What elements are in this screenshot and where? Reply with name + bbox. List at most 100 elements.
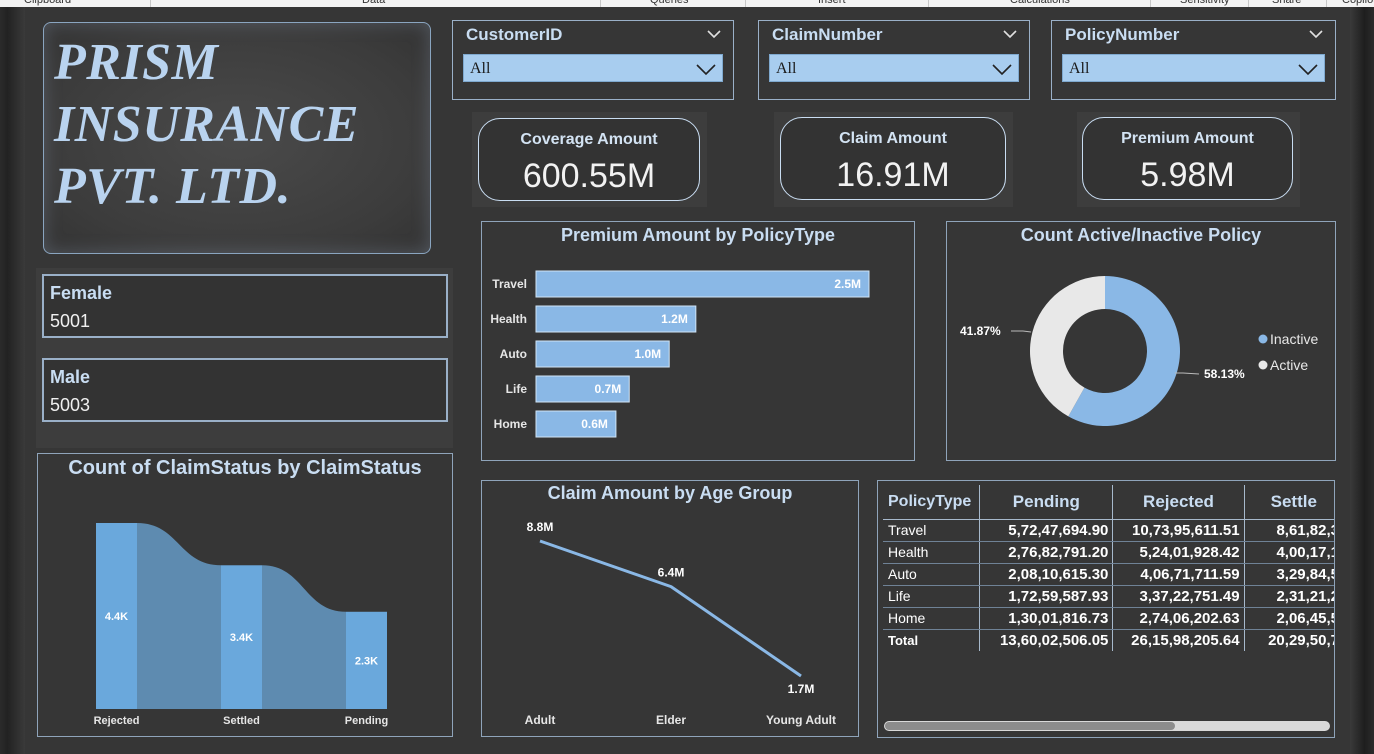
category-label: Auto [500,347,527,361]
table-cell: 20,29,50,7 [1268,631,1335,649]
slicer-claim-number[interactable]: ClaimNumber All [758,20,1030,100]
table-cell: 2,06,45,5 [1244,607,1334,630]
category-label: Adult [525,713,556,727]
claim-status-svg: 4.4K Rejected 3.4K Settled 2.3K Pending [94,523,388,727]
logo-line-1: PRISM [54,34,219,91]
chevron-down-icon [696,64,716,76]
ribbon-group-calculations[interactable]: Calculations [1010,0,1070,6]
ribbon-bar [346,611,387,709]
slicer-policy-number[interactable]: PolicyNumber All [1051,20,1336,100]
canvas-right-edge [1350,7,1374,754]
chevron-down-icon[interactable] [1003,27,1017,41]
customer-id-dropdown[interactable]: All [463,54,723,82]
kpi-card-claim: Claim Amount 16.91M [774,112,1013,207]
ribbon-group-sensitivity[interactable]: Sensitivity [1180,0,1230,6]
category-label: Home [494,417,528,431]
data-label: 1.2M [661,312,688,326]
kpi-coverage-amount: Coverage Amount 600.55M [478,118,700,201]
donut-svg: 58.13% 41.87% Inactive Active [960,276,1318,426]
table-cell: 26,15,98,205.64 [1112,629,1245,651]
slicer-customer-id[interactable]: CustomerID All [452,20,734,100]
table-cell: 10,73,95,611.51 [1112,519,1245,542]
chevron-down-icon[interactable] [707,27,721,41]
gender-card-male: Male 5003 [42,358,448,422]
data-label: 8.8M [527,520,554,534]
table-cell: 1,30,01,816.73 [979,607,1114,630]
table-cell: 2,08,10,615.30 [979,563,1114,586]
company-logo: PRISM INSURANCE PVT. LTD. [43,22,431,254]
data-label: 0.6M [581,417,608,431]
column-header-policytype[interactable]: PolicyType [883,485,981,520]
scrollbar-thumb[interactable] [885,722,1175,730]
ribbon-group-share[interactable]: Share [1272,0,1302,6]
table-cell: 2,74,06,202.63 [1112,607,1245,630]
ribbon-bar [96,523,137,709]
category-label: Young Adult [766,713,836,727]
data-label: 2.5M [834,277,861,291]
dropdown-value: All [1069,60,1090,77]
gender-count: 5001 [50,311,91,331]
table-total-row: Total 13,60,02,506.05 26,15,98,205.64 20,29… [883,629,1335,651]
ribbon-group-queries[interactable]: Queries [650,0,689,6]
chart-claim-by-age-group: Claim Amount by Age Group 8.8M Adult 6.4M E… [481,480,859,737]
table-cell: 4,06,71,711.59 [1112,563,1245,586]
bar [535,305,697,333]
bar [535,410,617,438]
ribbon-group-data[interactable]: Data [362,0,386,6]
data-label: 1.7M [788,682,815,696]
ribbon-group-copilot[interactable]: Copilot [1342,0,1374,6]
chart-title: Count of ClaimStatus by ClaimStatus [68,457,422,479]
data-label: 0.7M [595,382,622,396]
category-label: Settled [223,715,260,727]
table-row: Home 1,30,01,816.73 2,74,06,202.63 2,06,45,… [883,607,1334,630]
table-cell: 13,60,02,506.05 [979,629,1114,651]
table-cell: 5,72,47,694.90 [979,519,1114,542]
leader-line [1011,330,1032,333]
table-row: Life 1,72,59,587.93 3,37,22,751.49 2,31,21,… [883,585,1334,608]
bar [535,270,870,298]
chevron-down-icon [992,64,1012,76]
age-group-line-svg: 8.8M Adult 6.4M Elder 1.7M Young Adult [525,520,836,727]
ribbon-group-clipboard[interactable]: Clipboard [24,0,72,6]
column-header-settled[interactable]: Settle [1244,485,1334,520]
table-cell: 3,29,84,5 [1244,563,1334,586]
legend-entry: Inactive [1270,331,1318,347]
horizontal-scrollbar[interactable] [884,721,1330,731]
kpi-label: Claim Amount [839,130,947,147]
ribbon-group-insert[interactable]: Insert [818,0,846,6]
chart-claim-status: Count of ClaimStatus by ClaimStatus 4.4K… [37,453,453,737]
row-label: Home [883,607,981,630]
category-label: Travel [492,277,527,291]
chart-title: Count Active/Inactive Policy [1020,225,1262,245]
chart-title: Claim Amount by Age Group [547,483,793,503]
policy-number-dropdown[interactable]: All [1062,54,1325,82]
row-label: Auto [883,563,981,586]
row-label: Travel [883,519,981,542]
donut-slice-inactive [1068,276,1180,426]
table-cell: 5,24,01,928.42 [1112,541,1245,564]
legend-entry: Active [1270,357,1308,373]
kpi-value: 600.55M [522,157,656,195]
row-label: Life [883,585,981,608]
column-header-rejected[interactable]: Rejected [1112,485,1245,520]
table-cell: 4,00,17,1 [1244,541,1334,564]
table-cell: 8,61,82,3 [1244,519,1334,542]
table-cell: 1,72,59,587.93 [979,585,1114,608]
leader-line [1175,372,1200,375]
chevron-down-icon[interactable] [1309,27,1323,41]
chart-active-inactive-policy: Count Active/Inactive Policy 58.13% 41.87… [946,221,1336,461]
donut-slice-active [1030,276,1105,417]
claim-number-dropdown[interactable]: All [769,54,1019,82]
dropdown-value: All [776,60,797,77]
data-label: 1.0M [635,347,662,361]
kpi-value: 5.98M [1140,156,1235,194]
table-row: Health 2,76,82,791.20 5,24,01,928.42 4,00,1… [883,541,1334,564]
bar [535,375,630,403]
table-cell: 2,31,21,2 [1244,585,1334,608]
column-header-pending[interactable]: Pending [979,485,1114,520]
gender-count: 5003 [50,395,91,415]
gender-label: Female [50,283,113,303]
ribbon-bar: Clipboard Data Queries Insert Calculatio… [0,0,1374,7]
gender-label: Male [50,367,91,387]
table-row: Travel 5,72,47,694.90 10,73,95,611.51 8,61,… [883,519,1334,542]
